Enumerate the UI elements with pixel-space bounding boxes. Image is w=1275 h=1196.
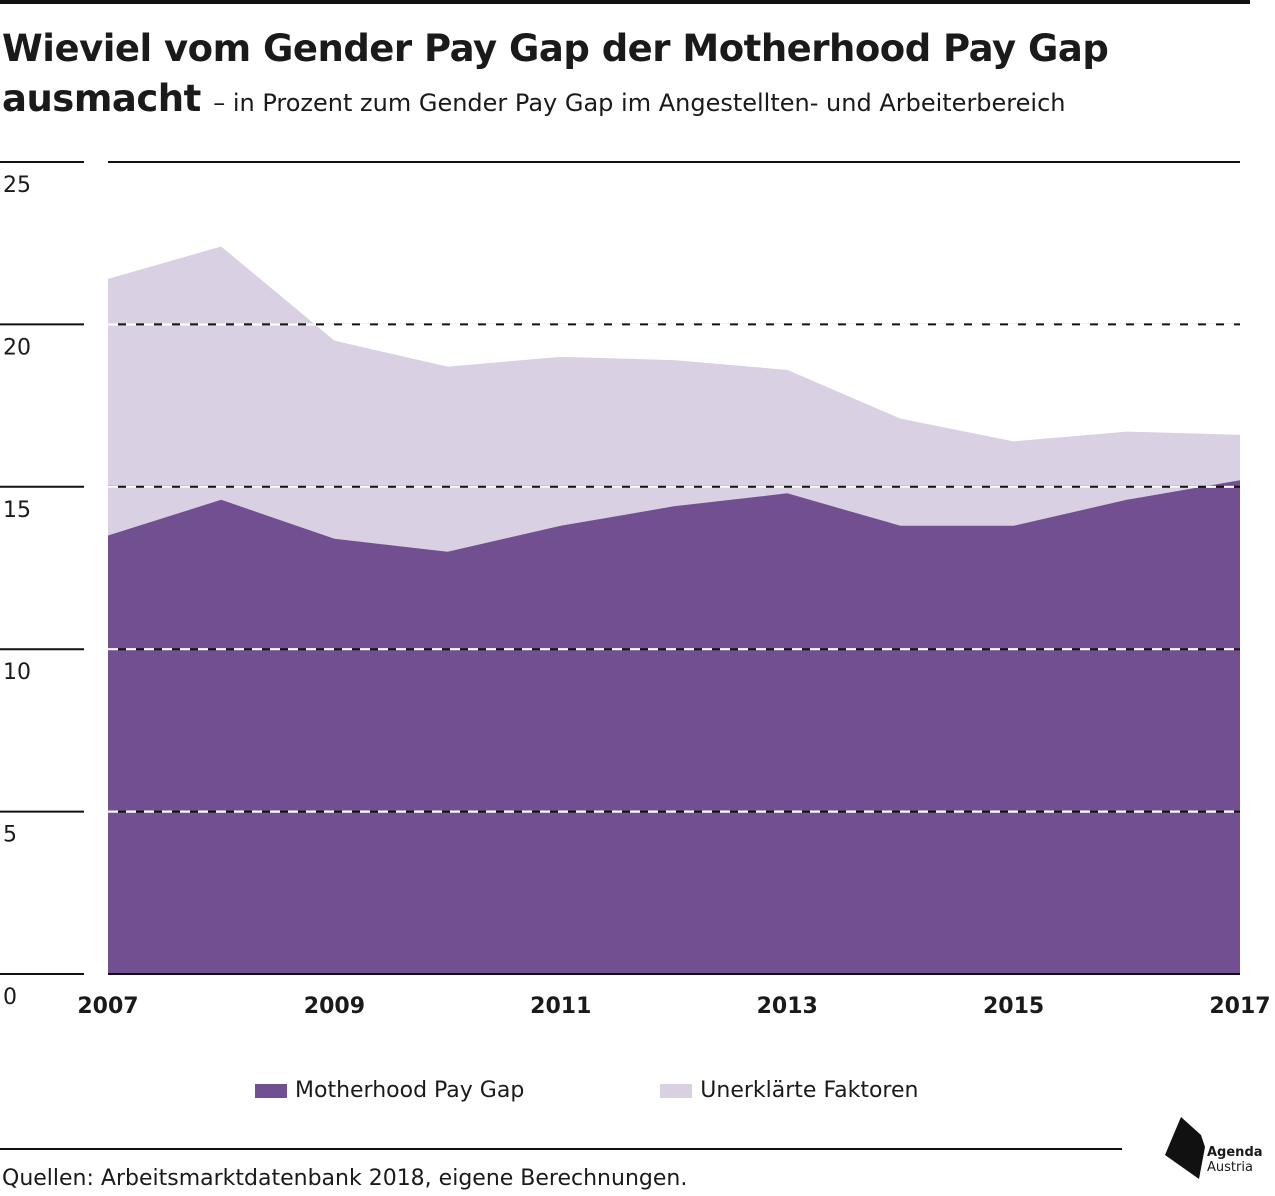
y-tick-label: 0: [3, 985, 17, 1010]
legend-label-motherhood: Motherhood Pay Gap: [295, 1078, 525, 1103]
agenda-austria-logo-icon: [1165, 1117, 1205, 1179]
logo-wordmark: Agenda Austria: [1207, 1145, 1263, 1175]
legend-swatch-unexplained: [660, 1083, 693, 1098]
x-tick-label: 2007: [77, 994, 138, 1019]
y-tick-label: 10: [3, 660, 31, 685]
logo-line-2: Austria: [1207, 1160, 1253, 1175]
source-note: Quellen: Arbeitsmarktdatenbank 2018, eig…: [2, 1166, 688, 1191]
area-motherhood-pay-gap: [108, 480, 1240, 974]
chart-subtitle: – in Prozent zum Gender Pay Gap im Anges…: [213, 89, 1066, 117]
top-rule: [0, 0, 1250, 4]
y-tick-label: 25: [3, 173, 31, 198]
y-axis-labels: 0 5 10 15 20 25: [3, 173, 31, 1010]
y-tick-label: 20: [3, 335, 31, 360]
areas: [108, 246, 1240, 974]
gridlines: [0, 161, 1240, 975]
legend-item-unexplained: Unerklärte Faktoren: [660, 1078, 918, 1103]
y-tick-label: 15: [3, 498, 31, 523]
legend-label-unexplained: Unerklärte Faktoren: [700, 1078, 919, 1103]
legend-swatch-motherhood: [255, 1083, 287, 1098]
legend: Motherhood Pay Gap Unerklärte Faktoren: [255, 1078, 918, 1103]
x-tick-label: 2017: [1209, 994, 1270, 1019]
x-tick-label: 2015: [983, 994, 1044, 1019]
x-axis-labels: 2007 2009 2011 2013 2015 2017: [77, 994, 1270, 1019]
x-tick-label: 2011: [530, 994, 591, 1019]
y-tick-label: 5: [3, 823, 17, 848]
logo-line-1: Agenda: [1207, 1145, 1263, 1160]
legend-item-motherhood: Motherhood Pay Gap: [255, 1078, 524, 1103]
x-tick-label: 2013: [757, 994, 818, 1019]
chart-title: Wieviel vom Gender Pay Gap der Motherhoo…: [2, 24, 1242, 128]
title-text: Wieviel vom Gender Pay Gap der Motherhoo…: [2, 27, 1109, 120]
bottom-rule: [0, 1148, 1122, 1150]
x-tick-label: 2009: [304, 994, 365, 1019]
